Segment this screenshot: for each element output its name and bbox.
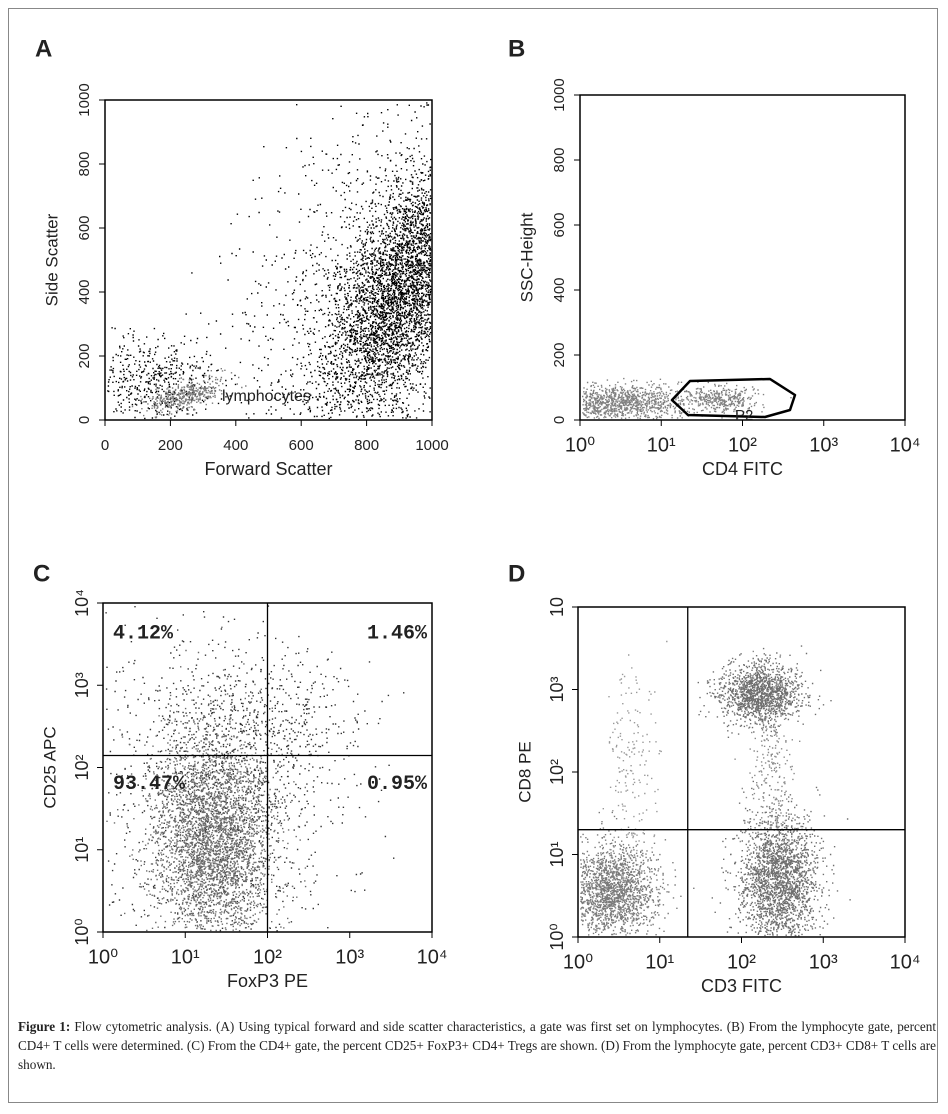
y-tick-label: 10⁰ xyxy=(547,923,567,950)
y-tick-label: 10⁴ xyxy=(72,589,92,617)
x-tick-label: 10² xyxy=(728,434,757,456)
y-axis-label: CD8 PE xyxy=(515,741,534,802)
y-axis-label: CD25 APC xyxy=(40,726,59,808)
x-tick-label: 10⁰ xyxy=(565,434,595,456)
panel-label: B xyxy=(508,35,525,62)
figure: A 0 200 400 600 800 1000 0 200 400 600 800 1000 Forwa… xyxy=(33,35,921,996)
plot-frame xyxy=(579,94,906,421)
event-cloud xyxy=(580,811,695,936)
x-tick-label: 10³ xyxy=(809,951,838,973)
x-tick-label: 10² xyxy=(253,946,282,968)
x-tick-label: 10¹ xyxy=(647,434,676,456)
x-tick-label: 10⁴ xyxy=(417,946,448,968)
caption: Figure 1: Flow cytometric analysis. (A) … xyxy=(18,1017,936,1074)
x-tick-label: 10¹ xyxy=(645,951,674,973)
y-tick-label: 800 xyxy=(551,147,568,172)
y-tick-label: 10¹ xyxy=(547,841,567,867)
event-cloud xyxy=(164,104,432,420)
event-cloud xyxy=(582,377,749,420)
x-tick-label: 10³ xyxy=(335,946,364,968)
quadrant-percent: 0.95% xyxy=(367,773,428,796)
y-tick-label: 1000 xyxy=(551,78,568,111)
event-cloud xyxy=(107,313,248,420)
event-cloud xyxy=(674,381,792,419)
event-cloud xyxy=(131,368,247,418)
x-axis-label: CD4 FITC xyxy=(702,459,783,479)
x-axis-label: Forward Scatter xyxy=(204,459,332,479)
event-cloud xyxy=(147,616,405,809)
y-tick-label: 10³ xyxy=(547,676,567,702)
x-tick-label: 10¹ xyxy=(171,946,200,968)
plot-frame xyxy=(577,606,906,938)
panel-label: C xyxy=(33,560,50,587)
gate-label: P2 xyxy=(735,407,753,424)
event-cloud xyxy=(711,780,851,937)
x-axis-label: CD3 FITC xyxy=(701,976,782,996)
y-tick-label: 800 xyxy=(76,151,93,176)
y-tick-label: 10⁰ xyxy=(72,918,92,945)
x-tick-label: 600 xyxy=(289,437,314,454)
gate xyxy=(670,377,797,419)
x-tick-label: 10³ xyxy=(809,434,838,456)
y-tick-label: 0 xyxy=(76,416,93,424)
event-cloud xyxy=(106,626,307,932)
quadrant-percent: 1.46% xyxy=(367,622,428,645)
y-tick-label: 10² xyxy=(547,759,567,785)
x-tick-label: 10² xyxy=(727,951,756,973)
event-cloud xyxy=(268,102,432,419)
y-tick-label: 600 xyxy=(551,212,568,237)
gate-annotation: lymphocytes xyxy=(222,388,311,405)
x-tick-label: 10⁴ xyxy=(890,434,921,456)
x-tick-label: 10⁴ xyxy=(890,951,921,973)
caption-text: Flow cytometric analysis. (A) Using typi… xyxy=(18,1019,936,1072)
x-axis-label: FoxP3 PE xyxy=(227,971,308,991)
y-tick-label: 10³ xyxy=(72,672,92,698)
y-tick-label: 400 xyxy=(76,279,93,304)
x-tick-label: 400 xyxy=(223,437,248,454)
figure-frame xyxy=(8,8,938,1103)
y-tick-label: 0 xyxy=(551,416,568,424)
x-tick-label: 10⁰ xyxy=(88,946,118,968)
plot-frame xyxy=(104,99,433,421)
y-tick-label: 200 xyxy=(551,342,568,367)
panel-label: D xyxy=(508,560,525,587)
x-tick-label: 200 xyxy=(158,437,183,454)
y-tick-label: 400 xyxy=(551,277,568,302)
event-cloud xyxy=(697,645,832,740)
caption-label: Figure 1: xyxy=(18,1019,71,1034)
y-axis-label: Side Scatter xyxy=(42,213,61,306)
x-tick-label: 10⁰ xyxy=(563,951,593,973)
y-axis-label: SSC-Height xyxy=(517,212,536,302)
y-tick-label: 200 xyxy=(76,343,93,368)
quadrant-percent: 93.47% xyxy=(113,773,186,796)
y-tick-label: 10¹ xyxy=(72,837,92,863)
panel-label: A xyxy=(35,35,52,62)
x-tick-label: 1000 xyxy=(415,437,448,454)
x-tick-label: 800 xyxy=(354,437,379,454)
x-tick-label: 0 xyxy=(101,437,109,454)
y-tick-label: 600 xyxy=(76,215,93,240)
quadrant-percent: 4.12% xyxy=(113,622,174,645)
y-tick-label: 10² xyxy=(72,754,92,780)
y-tick-label: 10 xyxy=(547,597,567,617)
y-tick-label: 1000 xyxy=(76,83,93,116)
